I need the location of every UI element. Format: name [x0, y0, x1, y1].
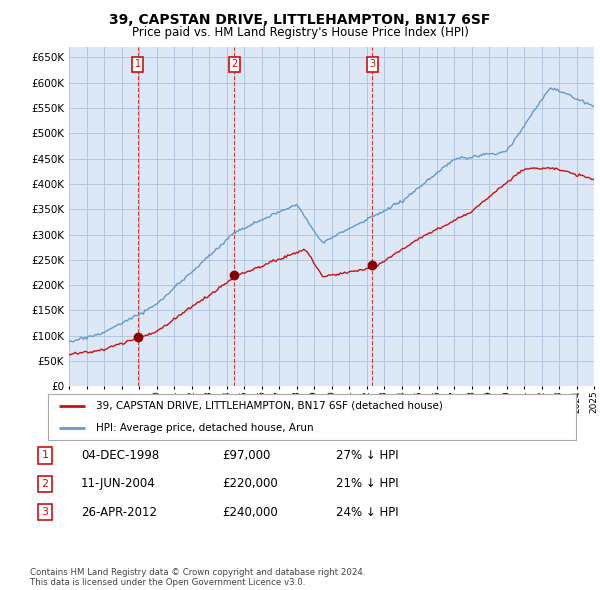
Text: 2: 2	[231, 59, 238, 69]
Text: 11-JUN-2004: 11-JUN-2004	[81, 477, 156, 490]
Text: 21% ↓ HPI: 21% ↓ HPI	[336, 477, 398, 490]
Text: 2: 2	[41, 479, 49, 489]
Text: Contains HM Land Registry data © Crown copyright and database right 2024.
This d: Contains HM Land Registry data © Crown c…	[30, 568, 365, 587]
Text: 1: 1	[41, 451, 49, 460]
Text: Price paid vs. HM Land Registry's House Price Index (HPI): Price paid vs. HM Land Registry's House …	[131, 26, 469, 39]
Text: 3: 3	[369, 59, 375, 69]
Text: £220,000: £220,000	[222, 477, 278, 490]
Text: 26-APR-2012: 26-APR-2012	[81, 506, 157, 519]
Text: HPI: Average price, detached house, Arun: HPI: Average price, detached house, Arun	[95, 423, 313, 433]
Text: 3: 3	[41, 507, 49, 517]
Text: £240,000: £240,000	[222, 506, 278, 519]
Text: 24% ↓ HPI: 24% ↓ HPI	[336, 506, 398, 519]
Text: 04-DEC-1998: 04-DEC-1998	[81, 449, 159, 462]
Text: 39, CAPSTAN DRIVE, LITTLEHAMPTON, BN17 6SF (detached house): 39, CAPSTAN DRIVE, LITTLEHAMPTON, BN17 6…	[95, 401, 442, 411]
Text: 27% ↓ HPI: 27% ↓ HPI	[336, 449, 398, 462]
Text: £97,000: £97,000	[222, 449, 271, 462]
Text: 39, CAPSTAN DRIVE, LITTLEHAMPTON, BN17 6SF: 39, CAPSTAN DRIVE, LITTLEHAMPTON, BN17 6…	[109, 13, 491, 27]
Text: 1: 1	[134, 59, 140, 69]
